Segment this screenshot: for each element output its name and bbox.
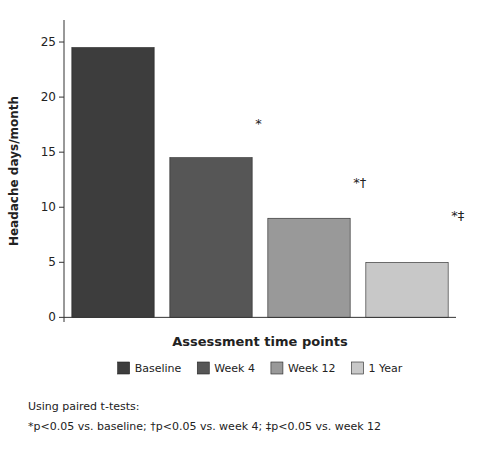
y-tick bbox=[59, 152, 64, 153]
legend-swatch bbox=[271, 362, 283, 374]
y-tick bbox=[59, 97, 64, 98]
x-axis-label: Assessment time points bbox=[172, 334, 348, 349]
y-tick bbox=[59, 207, 64, 208]
bars bbox=[72, 48, 448, 318]
y-tick bbox=[59, 317, 64, 318]
legend-swatch bbox=[118, 362, 130, 374]
y-tick bbox=[59, 42, 64, 43]
bar bbox=[366, 262, 448, 317]
legend-item: 1 Year bbox=[352, 362, 403, 375]
x-axis-line bbox=[64, 317, 456, 318]
legend-label: Week 4 bbox=[214, 362, 255, 375]
chart: 0 5 10 15 20 25 Headache days/month * *† *‡ Assess… bbox=[0, 0, 486, 466]
y-tick-label: 25 bbox=[41, 35, 56, 49]
legend-label: Week 12 bbox=[288, 362, 336, 375]
y-axis-line bbox=[64, 20, 65, 322]
bar bbox=[268, 218, 350, 317]
legend-swatch bbox=[352, 362, 364, 374]
y-tick-label: 5 bbox=[48, 255, 56, 269]
y-tick-label: 0 bbox=[48, 310, 56, 324]
legend-label: 1 Year bbox=[369, 362, 403, 375]
y-tick-label: 20 bbox=[41, 90, 56, 104]
bar bbox=[72, 48, 154, 318]
legend: Baseline Week 4 Week 12 1 Year bbox=[118, 362, 403, 375]
annotation: *‡ bbox=[451, 208, 465, 223]
y-tick bbox=[59, 262, 64, 263]
footnote: Using paired t-tests: bbox=[28, 400, 139, 413]
annotation: * bbox=[255, 116, 262, 131]
y-tick-label: 15 bbox=[41, 145, 56, 159]
y-axis-label: Headache days/month bbox=[7, 96, 21, 246]
y-tick-label: 10 bbox=[41, 200, 56, 214]
legend-swatch bbox=[197, 362, 209, 374]
legend-item: Baseline bbox=[118, 362, 182, 375]
annotation: *† bbox=[353, 175, 367, 190]
bar bbox=[170, 158, 252, 318]
footnote: *p<0.05 vs. baseline; †p<0.05 vs. week 4… bbox=[28, 420, 381, 433]
legend-label: Baseline bbox=[135, 362, 182, 375]
legend-item: Week 12 bbox=[271, 362, 336, 375]
legend-item: Week 4 bbox=[197, 362, 255, 375]
